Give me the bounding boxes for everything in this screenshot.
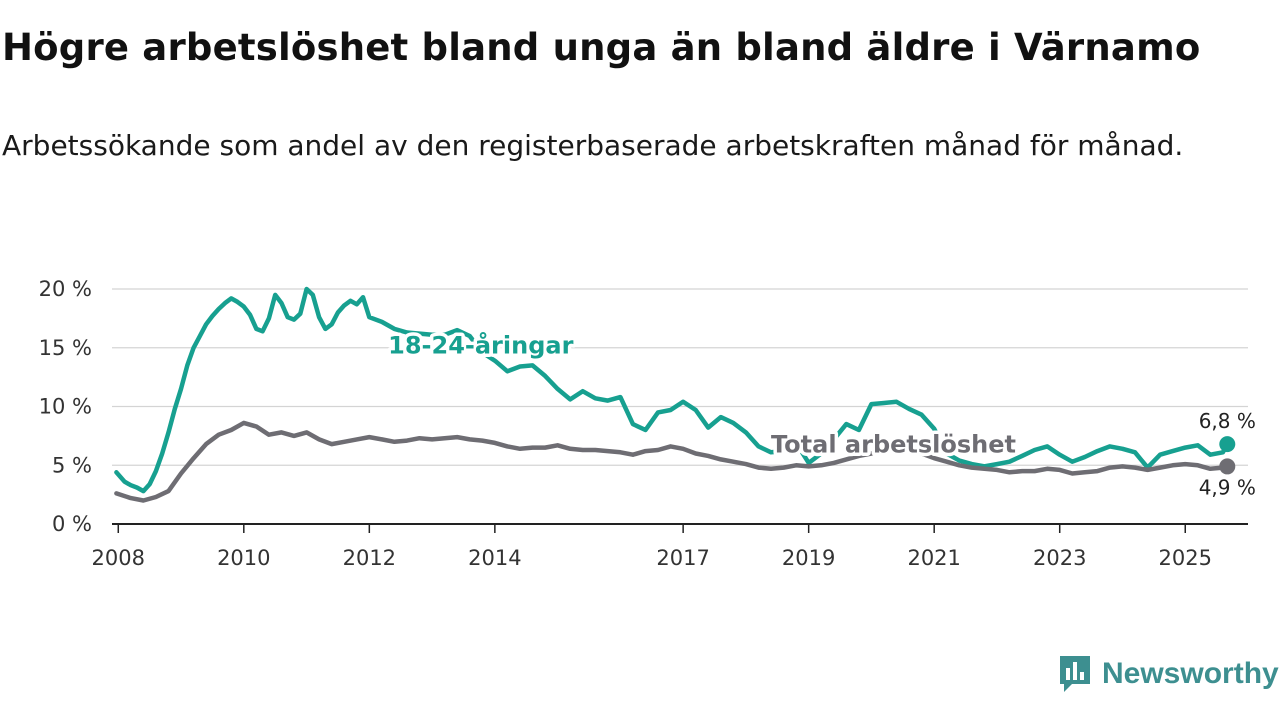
x-tick-label: 2012: [343, 546, 396, 570]
x-tick-label: 2008: [92, 546, 145, 570]
x-tick-label: 2017: [656, 546, 709, 570]
x-axis: 2008 2010 2012 2014 2017 2019 2021 2023 2025: [92, 523, 1248, 570]
newsworthy-brand[interactable]: Newsworthy: [1058, 652, 1279, 696]
series-line: [114, 420, 1230, 503]
x-tick-label: 2019: [782, 546, 835, 570]
x-tick-label: 2025: [1159, 546, 1212, 570]
series-end-value: 4,9 %: [1199, 475, 1256, 499]
x-tick-label: 2021: [907, 546, 960, 570]
y-tick-label: 20 %: [39, 277, 92, 301]
brand-name: Newsworthy: [1102, 657, 1279, 690]
y-tick-label: 5 %: [52, 453, 92, 477]
chart-title: Högre arbetslöshet bland unga än bland ä…: [2, 26, 1201, 69]
grid-lines: [112, 288, 1248, 466]
x-tick-label: 2010: [217, 546, 270, 570]
y-tick-label: 15 %: [39, 336, 92, 360]
chart-subtitle: Arbetssökande som andel av den registerb…: [2, 129, 1184, 162]
series-line: [114, 286, 1230, 494]
newsworthy-logo-icon: [1060, 656, 1090, 692]
y-tick-label: 0 %: [52, 512, 92, 536]
series-end-point: [1219, 436, 1236, 453]
y-axis: 0 % 5 % 10 % 15 % 20 %: [39, 277, 92, 536]
series-labels: 18-24-åringar Total arbetslöshet 6,8 % 4,9 …: [385, 327, 1259, 502]
series-label: Total arbetslöshet: [771, 430, 1016, 458]
x-tick-label: 2023: [1033, 546, 1086, 570]
series-label: 18-24-åringar: [388, 331, 573, 360]
x-tick-label: 2014: [468, 546, 521, 570]
y-tick-label: 10 %: [39, 395, 92, 419]
series-lines: [114, 286, 1236, 503]
series-end-point: [1219, 458, 1236, 475]
series-end-value: 6,8 %: [1199, 409, 1256, 433]
